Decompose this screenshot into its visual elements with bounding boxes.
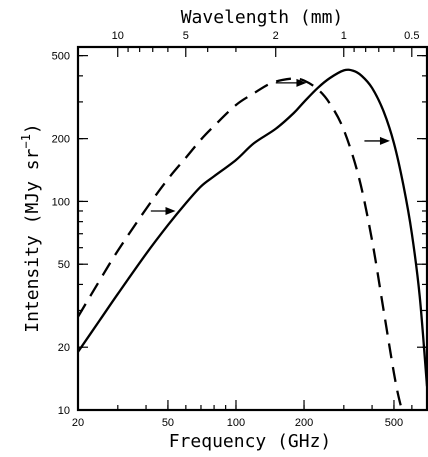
x-axis-title: Frequency (GHz)	[169, 431, 332, 452]
x-tick-label: 500	[385, 417, 403, 429]
dashed-spectrum-line	[78, 77, 404, 410]
y-axis-title-close: )	[22, 123, 43, 134]
top-tick-label: 0.5	[404, 30, 419, 42]
top-tick-label: 1	[341, 30, 347, 42]
y-axis-title-sup: −1	[19, 134, 33, 148]
y-tick-label: 500	[52, 51, 70, 63]
y-tick-label: 50	[58, 259, 70, 271]
plot-frame	[76, 45, 428, 412]
y-axis-title: Intensity (MJy sr−1)	[19, 123, 43, 333]
y-tick-label: 200	[52, 134, 70, 146]
shift-arrow-head	[165, 206, 176, 215]
solid-spectrum-line	[78, 68, 427, 387]
y-axis-title-main: Intensity (MJy sr	[22, 148, 43, 332]
top-axis-title: Wavelength (mm)	[181, 7, 344, 28]
y-tick-label: 10	[58, 405, 70, 417]
shift-arrow-head	[379, 136, 390, 145]
y-tick-label: 100	[52, 196, 70, 208]
top-tick-label: 10	[112, 30, 124, 42]
top-tick-label: 2	[273, 30, 279, 42]
x-tick-label: 50	[162, 417, 174, 429]
x-tick-label: 200	[295, 417, 313, 429]
y-tick-label: 20	[58, 342, 70, 354]
x-tick-label: 100	[227, 417, 245, 429]
shift-arrow-head	[296, 78, 307, 87]
x-tick-label: 20	[72, 417, 84, 429]
top-tick-label: 5	[183, 30, 189, 42]
